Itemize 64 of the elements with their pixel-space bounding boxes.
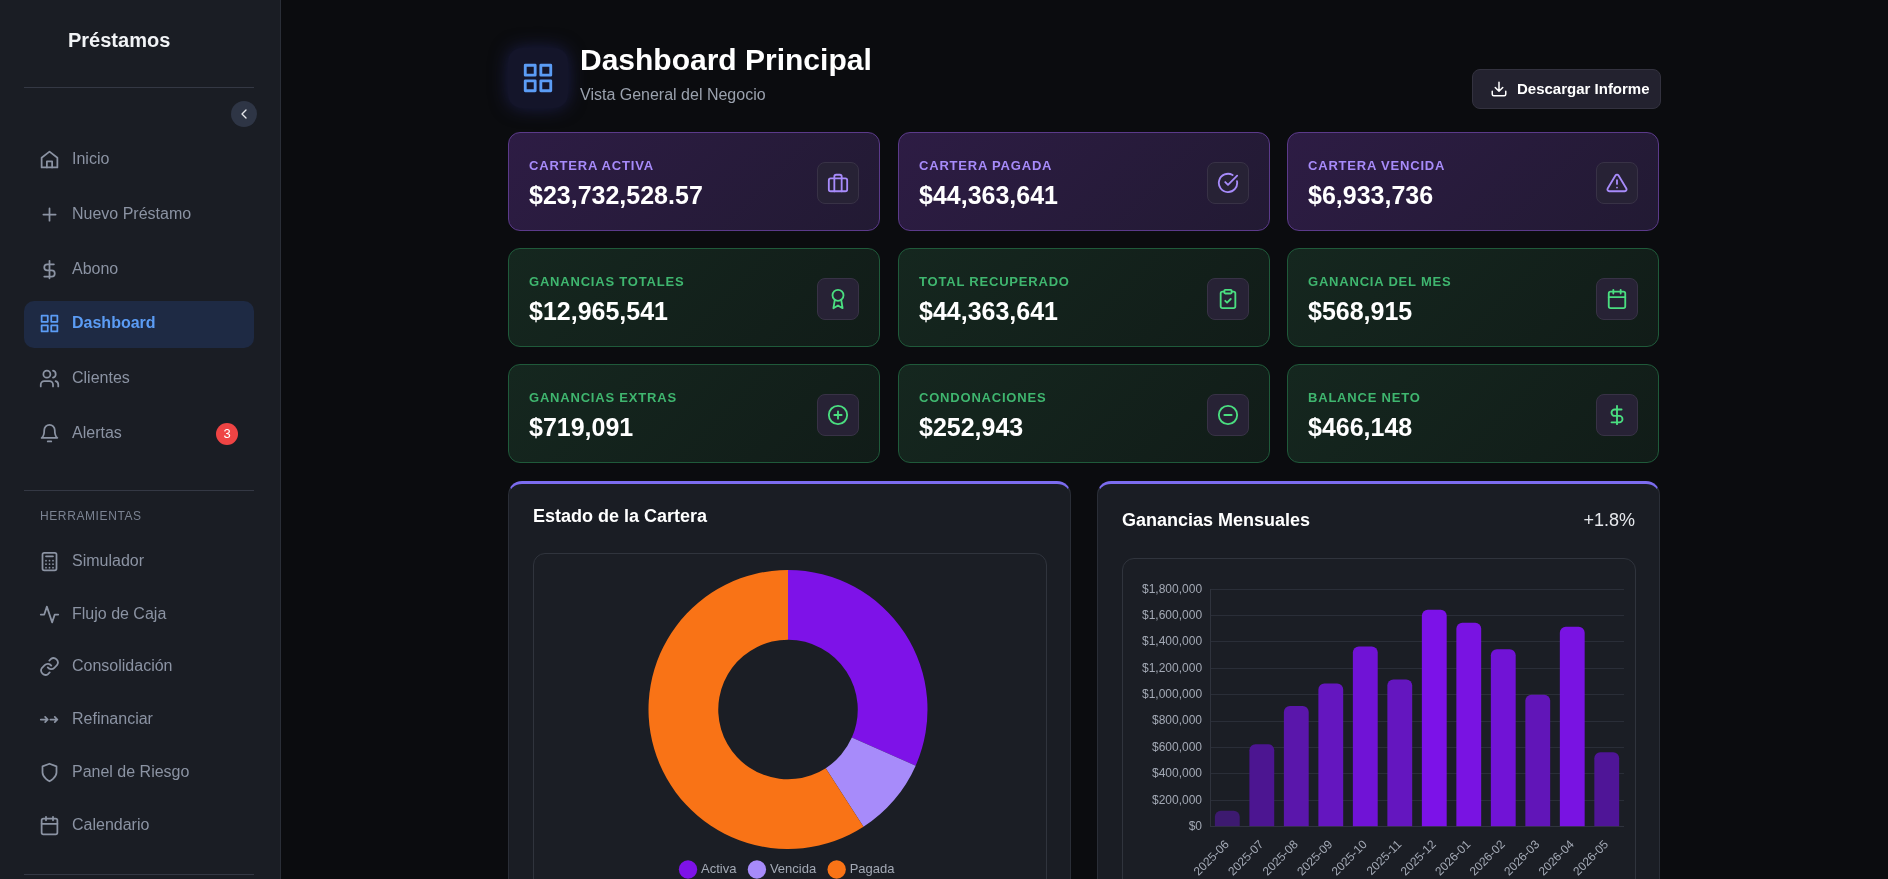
text: $466,148 [1308, 413, 1413, 442]
bar [1249, 744, 1275, 827]
bar [1525, 694, 1551, 827]
bar [1352, 646, 1378, 827]
text: CARTERA ACTIVA [529, 158, 654, 173]
text: $719,091 [529, 413, 634, 442]
text: Dashboard [72, 314, 156, 332]
y-tick-label: $800,000 [1152, 713, 1203, 728]
text: Inicio [72, 150, 110, 168]
text: +1.8% [1583, 510, 1635, 531]
text: BALANCE NETO [1308, 390, 1421, 405]
bar [1490, 649, 1516, 827]
text: Panel de Riesgo [72, 763, 190, 781]
text: HERRAMIENTAS [40, 509, 142, 523]
y-tick-label: $600,000 [1152, 739, 1203, 754]
y-tick-label: $200,000 [1152, 792, 1203, 807]
bar [1318, 683, 1344, 827]
text: TOTAL RECUPERADO [919, 274, 1070, 289]
y-tick-label: $1,000,000 [1142, 687, 1203, 702]
text: $6,933,736 [1308, 181, 1434, 210]
text: GANANCIAS TOTALES [529, 274, 685, 289]
chart-title: Ganancias Mensuales [1122, 510, 1311, 531]
text: Nuevo Préstamo [72, 205, 192, 223]
text: GANANCIA DEL MES [1308, 274, 1452, 289]
text: Flujo de Caja [72, 605, 167, 623]
text: Vista General del Negocio [580, 86, 766, 104]
legend-label: Vencida [769, 861, 817, 877]
y-tick-label: $0 [1188, 818, 1203, 833]
text: CARTERA VENCIDA [1308, 158, 1446, 173]
bar [1283, 705, 1309, 827]
bar [1214, 810, 1240, 827]
text: Simulador [72, 552, 145, 570]
text: $44,363,641 [919, 181, 1059, 210]
text: $568,915 [1308, 297, 1413, 326]
text: $252,943 [919, 413, 1024, 442]
text: Refinanciar [72, 710, 153, 728]
bar [1456, 622, 1482, 827]
text: $44,363,641 [919, 297, 1059, 326]
bar [1559, 626, 1585, 827]
text: $12,965,541 [529, 297, 669, 326]
bar [1387, 679, 1413, 827]
text: Préstamos [68, 29, 171, 52]
text: Abono [72, 260, 119, 278]
y-tick-label: $1,600,000 [1142, 607, 1203, 622]
y-tick-label: $1,800,000 [1142, 581, 1203, 596]
chart-title: Estado de la Cartera [533, 506, 708, 527]
legend-label: Activa [701, 861, 738, 877]
bar [1594, 752, 1620, 827]
text: Calendario [72, 816, 150, 834]
text: $23,732,528.57 [529, 181, 703, 210]
y-tick-label: $1,200,000 [1142, 660, 1203, 675]
y-tick-label: $400,000 [1152, 766, 1203, 781]
text: CONDONACIONES [919, 390, 1047, 405]
text: Alertas [72, 424, 122, 442]
text: CARTERA PAGADA [919, 158, 1053, 173]
y-tick-label: $1,400,000 [1142, 634, 1203, 649]
text: 3 [216, 423, 238, 445]
legend-label: Pagada [849, 861, 896, 877]
text: Descargar Informe [1517, 80, 1650, 97]
text: Dashboard Principal [580, 43, 872, 77]
bar [1421, 609, 1447, 827]
text: Clientes [72, 369, 130, 387]
text: Consolidación [72, 657, 173, 675]
text: GANANCIAS EXTRAS [529, 390, 677, 405]
